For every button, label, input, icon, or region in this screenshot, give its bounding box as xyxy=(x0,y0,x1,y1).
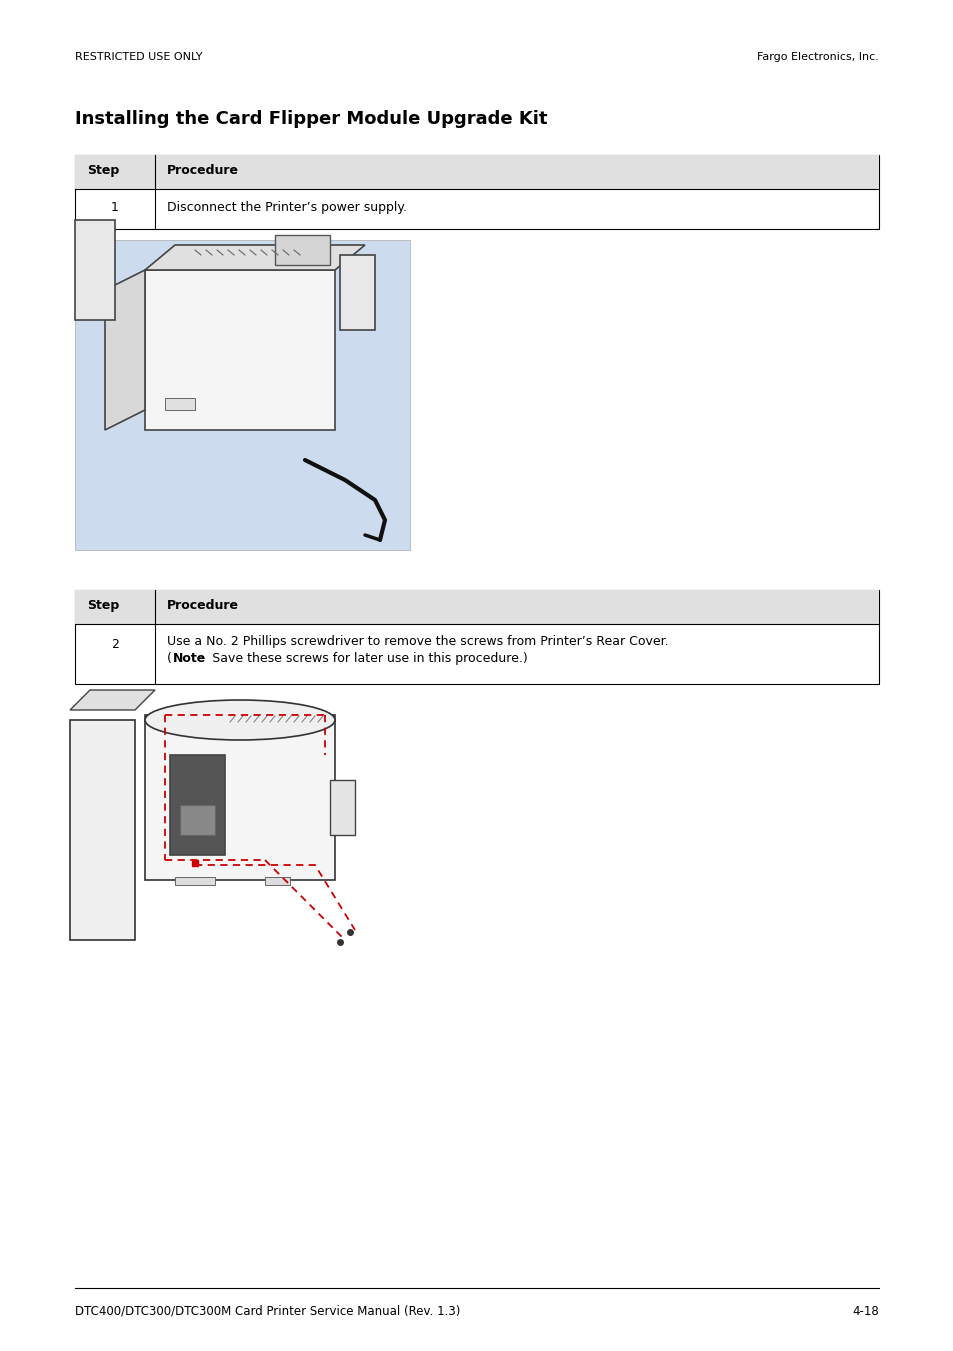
Polygon shape xyxy=(70,690,154,711)
Text: Disconnect the Printer’s power supply.: Disconnect the Printer’s power supply. xyxy=(167,201,407,213)
Polygon shape xyxy=(145,245,365,270)
Bar xyxy=(75,155,878,230)
Bar xyxy=(174,877,214,885)
Bar xyxy=(274,235,330,265)
Polygon shape xyxy=(105,270,145,430)
Text: Installing the Card Flipper Module Upgrade Kit: Installing the Card Flipper Module Upgra… xyxy=(75,109,547,128)
Text: 1: 1 xyxy=(111,201,119,213)
Bar xyxy=(75,590,878,624)
Bar xyxy=(339,255,375,330)
Text: 4-18: 4-18 xyxy=(851,1305,878,1319)
Text: Use a No. 2 Phillips screwdriver to remove the screws from Printer’s Rear Cover.: Use a No. 2 Phillips screwdriver to remo… xyxy=(167,635,668,648)
Text: Note: Note xyxy=(172,653,206,665)
Bar xyxy=(75,155,878,189)
Text: :  Save these screws for later use in this procedure.): : Save these screws for later use in thi… xyxy=(200,653,527,665)
Bar xyxy=(180,805,214,835)
Text: RESTRICTED USE ONLY: RESTRICTED USE ONLY xyxy=(75,51,202,62)
Bar xyxy=(165,399,194,409)
Text: Procedure: Procedure xyxy=(167,163,239,177)
Bar xyxy=(145,715,335,880)
Bar xyxy=(75,240,410,550)
Bar xyxy=(75,590,878,684)
Text: Procedure: Procedure xyxy=(167,598,239,612)
Bar xyxy=(145,270,335,430)
Text: DTC400/DTC300/DTC300M Card Printer Service Manual (Rev. 1.3): DTC400/DTC300/DTC300M Card Printer Servi… xyxy=(75,1305,460,1319)
Bar xyxy=(330,780,355,835)
Text: (: ( xyxy=(167,653,172,665)
Bar xyxy=(265,877,290,885)
Bar xyxy=(70,720,135,940)
Text: 2: 2 xyxy=(111,638,119,651)
Text: Step: Step xyxy=(87,163,119,177)
Bar xyxy=(170,755,225,855)
Text: Step: Step xyxy=(87,598,119,612)
Ellipse shape xyxy=(145,700,335,740)
Bar xyxy=(75,220,115,320)
Text: Fargo Electronics, Inc.: Fargo Electronics, Inc. xyxy=(757,51,878,62)
